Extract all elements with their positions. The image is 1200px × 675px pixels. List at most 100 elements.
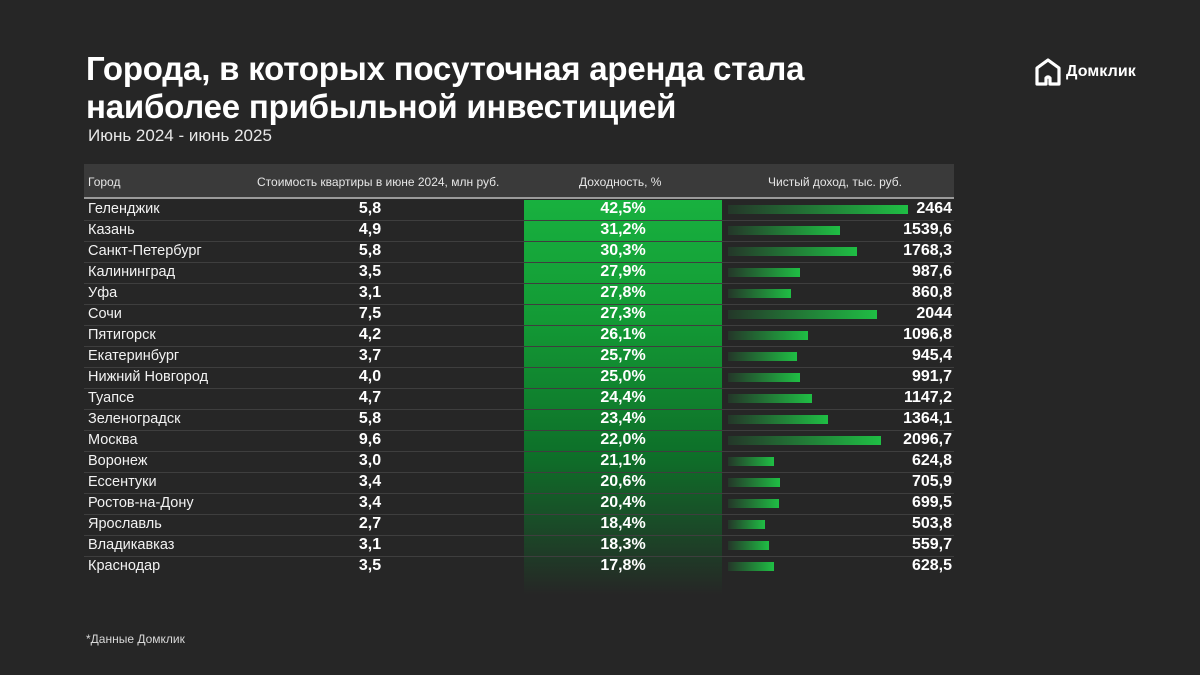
table-row: Краснодар 3,5 17,8% 628,5 <box>84 557 954 578</box>
city-name: Пятигорск <box>88 327 156 343</box>
city-name: Казань <box>88 222 135 238</box>
city-name: Уфа <box>88 285 118 301</box>
table-row: Ессентуки 3,4 20,6% 705,9 <box>84 473 954 494</box>
chart-subtitle: Июнь 2024 - июнь 2025 <box>88 126 272 145</box>
yield-value: 22,0% <box>600 431 646 448</box>
yield-value: 24,4% <box>600 389 646 406</box>
income-bar <box>728 226 841 235</box>
apartment-cost: 4,9 <box>358 221 382 238</box>
apartment-cost: 3,0 <box>358 452 382 469</box>
column-header-cost: Стоимость квартиры в июне 2024, млн руб. <box>257 175 500 189</box>
apartment-cost: 5,8 <box>358 200 382 217</box>
apartment-cost: 3,5 <box>358 263 382 280</box>
footnote: *Данные Домклик <box>86 632 185 646</box>
yield-value: 25,0% <box>600 368 646 385</box>
city-name: Екатеринбург <box>88 348 180 364</box>
apartment-cost: 5,8 <box>358 242 382 259</box>
income-value: 1364,1 <box>903 410 952 427</box>
apartment-cost: 3,4 <box>358 473 382 490</box>
income-bar <box>728 394 812 403</box>
apartment-cost: 9,6 <box>358 431 382 448</box>
income-bar <box>728 352 798 361</box>
city-name: Краснодар <box>88 558 161 574</box>
yield-value: 27,3% <box>600 305 646 322</box>
city-name: Зеленоградск <box>88 411 181 427</box>
apartment-cost: 3,1 <box>358 284 382 301</box>
yield-value: 20,6% <box>600 473 646 490</box>
apartment-cost: 4,7 <box>358 389 382 406</box>
apartment-cost: 3,7 <box>358 347 382 364</box>
table-row: Владикавказ 3,1 18,3% 559,7 <box>84 536 954 557</box>
table-row: Калининград 3,5 27,9% 987,6 <box>84 263 954 284</box>
table-row: Москва 9,6 22,0% 2096,7 <box>84 431 954 452</box>
income-value: 1096,8 <box>903 326 952 343</box>
income-value: 705,9 <box>911 473 952 490</box>
income-bar <box>728 268 801 277</box>
yield-value: 23,4% <box>600 410 646 427</box>
table-row: Казань 4,9 31,2% 1539,6 <box>84 221 954 242</box>
yield-value: 21,1% <box>600 452 646 469</box>
income-bar <box>728 373 801 382</box>
income-value: 503,8 <box>911 515 952 532</box>
column-header-city: Город <box>88 175 121 189</box>
city-name: Калининград <box>88 264 176 280</box>
table-row: Санкт-Петербург 5,8 30,3% 1768,3 <box>84 242 954 263</box>
city-name: Москва <box>88 432 138 448</box>
income-value: 699,5 <box>911 494 952 511</box>
city-name: Ярославль <box>88 516 162 532</box>
income-value: 628,5 <box>911 557 952 574</box>
table-header <box>84 164 954 199</box>
apartment-cost: 3,5 <box>358 557 382 574</box>
income-bar <box>728 541 769 550</box>
income-bar <box>728 247 858 256</box>
apartment-cost: 3,4 <box>358 494 382 511</box>
income-value: 860,8 <box>911 284 952 301</box>
income-value: 945,4 <box>911 347 952 364</box>
city-name: Владикавказ <box>88 537 175 553</box>
apartment-cost: 3,1 <box>358 536 382 553</box>
table-row: Зеленоградск 5,8 23,4% 1364,1 <box>84 410 954 431</box>
income-value: 1147,2 <box>903 389 952 406</box>
table-row: Геленджик 5,8 42,5% 2464 <box>84 200 954 221</box>
yield-value: 31,2% <box>600 221 646 238</box>
table-row: Пятигорск 4,2 26,1% 1096,8 <box>84 326 954 347</box>
income-value: 1768,3 <box>903 242 952 259</box>
table-row: Ярославль 2,7 18,4% 503,8 <box>84 515 954 536</box>
yield-value: 27,9% <box>600 263 646 280</box>
yield-value: 20,4% <box>600 494 646 511</box>
income-value: 2464 <box>916 200 952 217</box>
column-header-income: Чистый доход, тыс. руб. <box>768 175 903 189</box>
yield-value: 30,3% <box>600 242 646 259</box>
yield-value: 18,4% <box>600 515 646 532</box>
yield-value: 25,7% <box>600 347 646 364</box>
income-value: 987,6 <box>911 263 952 280</box>
apartment-cost: 4,2 <box>358 326 382 343</box>
income-bar <box>728 520 765 529</box>
table-row: Нижний Новгород 4,0 25,0% 991,7 <box>84 368 954 389</box>
brand-name: Домклик <box>1066 63 1136 80</box>
apartment-cost: 7,5 <box>358 305 382 322</box>
income-bar <box>728 289 791 298</box>
income-value: 991,7 <box>911 368 952 385</box>
table-row: Уфа 3,1 27,8% 860,8 <box>84 284 954 305</box>
income-value: 2044 <box>916 305 952 322</box>
yield-column-highlight <box>524 200 722 595</box>
yield-value: 18,3% <box>600 536 646 553</box>
income-bar <box>728 310 878 319</box>
yield-value: 42,5% <box>600 200 646 217</box>
income-bar <box>728 457 774 466</box>
income-value: 624,8 <box>911 452 952 469</box>
table-row: Сочи 7,5 27,3% 2044 <box>84 305 954 326</box>
house-icon <box>1035 58 1061 86</box>
income-bar <box>728 205 908 214</box>
city-name: Ростов-на-Дону <box>88 495 194 511</box>
apartment-cost: 4,0 <box>358 368 382 385</box>
income-bar <box>728 331 809 340</box>
income-bar <box>728 562 774 571</box>
income-value: 559,7 <box>911 536 952 553</box>
city-name: Туапсе <box>88 390 135 406</box>
table-row: Екатеринбург 3,7 25,7% 945,4 <box>84 347 954 368</box>
apartment-cost: 5,8 <box>358 410 382 427</box>
table-row: Воронеж 3,0 21,1% 624,8 <box>84 452 954 473</box>
income-bar <box>728 436 882 445</box>
